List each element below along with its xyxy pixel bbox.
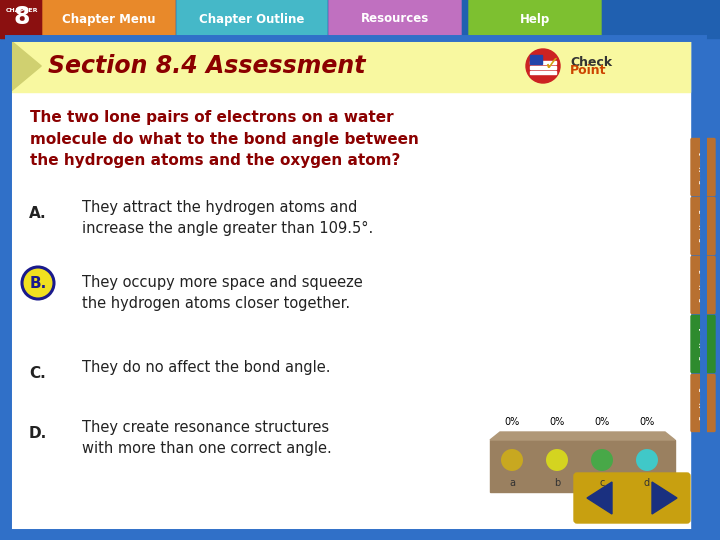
Text: They do no affect the bond angle.: They do no affect the bond angle. bbox=[82, 360, 330, 375]
Circle shape bbox=[591, 449, 613, 471]
Text: A.: A. bbox=[30, 206, 47, 221]
Text: Point: Point bbox=[570, 64, 606, 78]
FancyBboxPatch shape bbox=[530, 66, 556, 69]
Text: They occupy more space and squeeze
the hydrogen atoms closer together.: They occupy more space and squeeze the h… bbox=[82, 275, 363, 311]
Text: 8: 8 bbox=[14, 5, 30, 29]
FancyBboxPatch shape bbox=[691, 256, 715, 314]
Circle shape bbox=[22, 267, 54, 299]
FancyBboxPatch shape bbox=[530, 61, 556, 64]
FancyBboxPatch shape bbox=[691, 315, 715, 373]
FancyBboxPatch shape bbox=[691, 138, 715, 195]
Text: Section 3: Section 3 bbox=[701, 268, 706, 301]
Text: d: d bbox=[644, 478, 650, 488]
FancyBboxPatch shape bbox=[691, 198, 715, 254]
Circle shape bbox=[546, 449, 568, 471]
Text: c: c bbox=[599, 478, 605, 488]
Text: ✓: ✓ bbox=[543, 55, 559, 73]
Text: 0%: 0% bbox=[639, 417, 654, 427]
FancyBboxPatch shape bbox=[10, 40, 690, 92]
FancyBboxPatch shape bbox=[43, 0, 175, 39]
Text: D.: D. bbox=[29, 426, 47, 441]
Text: 0%: 0% bbox=[595, 417, 610, 427]
FancyBboxPatch shape bbox=[10, 40, 690, 530]
Text: Section 5: Section 5 bbox=[701, 387, 706, 420]
Polygon shape bbox=[10, 40, 41, 92]
Text: 0%: 0% bbox=[505, 417, 520, 427]
Text: a: a bbox=[509, 478, 515, 488]
FancyBboxPatch shape bbox=[329, 0, 461, 39]
Text: The two lone pairs of electrons on a water
molecule do what to the bond angle be: The two lone pairs of electrons on a wat… bbox=[30, 110, 419, 168]
Text: They create resonance structures
with more than one correct angle.: They create resonance structures with mo… bbox=[82, 420, 332, 456]
FancyBboxPatch shape bbox=[530, 71, 556, 74]
Text: CHAPTER: CHAPTER bbox=[6, 8, 38, 13]
FancyBboxPatch shape bbox=[574, 473, 690, 523]
FancyBboxPatch shape bbox=[691, 375, 715, 431]
Text: b: b bbox=[554, 478, 560, 488]
Polygon shape bbox=[490, 432, 675, 440]
Text: Chapter Outline: Chapter Outline bbox=[199, 12, 305, 25]
FancyBboxPatch shape bbox=[469, 0, 601, 39]
Text: Resources: Resources bbox=[361, 12, 429, 25]
Circle shape bbox=[526, 49, 560, 83]
Text: Help: Help bbox=[520, 12, 550, 25]
Text: They attract the hydrogen atoms and
increase the angle greater than 109.5°.: They attract the hydrogen atoms and incr… bbox=[82, 200, 373, 236]
FancyBboxPatch shape bbox=[177, 0, 327, 39]
Text: Section 2: Section 2 bbox=[701, 210, 706, 242]
Circle shape bbox=[501, 449, 523, 471]
FancyBboxPatch shape bbox=[0, 0, 720, 38]
Text: 0%: 0% bbox=[549, 417, 564, 427]
Text: Chapter Menu: Chapter Menu bbox=[62, 12, 156, 25]
Text: Section 4: Section 4 bbox=[701, 327, 706, 361]
Polygon shape bbox=[652, 482, 677, 514]
Text: C.: C. bbox=[30, 366, 46, 381]
FancyBboxPatch shape bbox=[0, 0, 44, 38]
Text: Section 1: Section 1 bbox=[701, 151, 706, 184]
Text: Section 8.4 Assessment: Section 8.4 Assessment bbox=[48, 54, 366, 78]
Text: Check: Check bbox=[570, 56, 612, 69]
FancyBboxPatch shape bbox=[628, 484, 636, 512]
Polygon shape bbox=[587, 482, 612, 514]
FancyBboxPatch shape bbox=[530, 55, 542, 64]
Circle shape bbox=[636, 449, 658, 471]
Text: B.: B. bbox=[30, 275, 47, 291]
FancyBboxPatch shape bbox=[490, 440, 675, 492]
